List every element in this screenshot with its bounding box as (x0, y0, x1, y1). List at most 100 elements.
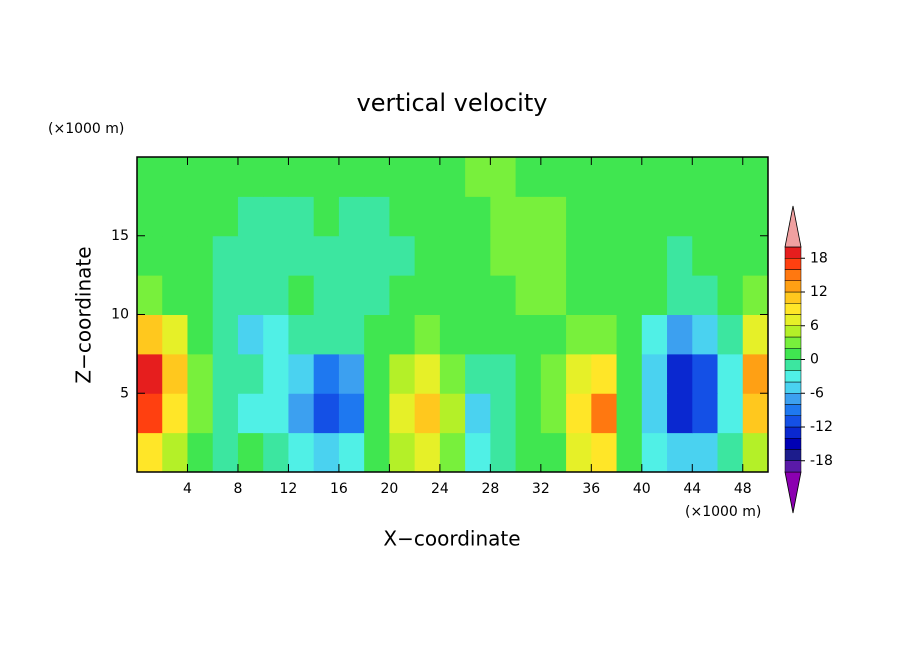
x-tick-label: 44 (683, 481, 701, 497)
contour-cell (389, 432, 416, 473)
contour-cell (263, 196, 289, 237)
contour-cell (591, 432, 618, 473)
contour-cell (515, 432, 542, 473)
contour-cell (465, 314, 491, 355)
contour-cell (566, 353, 592, 394)
chart-title: vertical velocity (357, 89, 548, 117)
contour-cell (515, 157, 542, 197)
contour-cell (162, 235, 188, 276)
contour-cell (616, 275, 643, 315)
x-tick-label: 24 (431, 481, 449, 497)
contour-cell (717, 432, 744, 473)
contour-cell (187, 275, 214, 315)
contour-cell (667, 196, 693, 237)
x-tick-label: 12 (280, 481, 298, 497)
contour-cell (237, 235, 264, 276)
contour-cell (465, 235, 491, 276)
colorbar-box (784, 246, 802, 259)
contour-cell (288, 157, 315, 197)
contour-cell (162, 157, 188, 197)
x-tick-label: 16 (330, 481, 348, 497)
contour-cell (137, 314, 163, 355)
contour-cell (187, 196, 214, 237)
contour-cell (212, 314, 239, 355)
contour-cell (540, 314, 567, 355)
contour-cell (237, 275, 264, 315)
colorbar-tick-label: 6 (810, 318, 819, 334)
contour-cell (137, 353, 163, 394)
contour-cell (566, 393, 592, 434)
contour-cell (187, 314, 214, 355)
contour-cell (162, 275, 188, 315)
contour-cell (313, 432, 340, 473)
contour-cell (389, 196, 416, 237)
contour-cell (692, 353, 719, 394)
contour-cell (364, 432, 390, 473)
y-unit: (×1000 m) (48, 121, 124, 137)
contour-cell (338, 157, 365, 197)
contour-cell (717, 196, 744, 237)
contour-cell (667, 353, 693, 394)
contour-cell (162, 196, 188, 237)
contour-cell (641, 196, 668, 237)
contour-cell (616, 353, 643, 394)
x-tick-label: 4 (183, 481, 192, 497)
contour-cell (616, 196, 643, 237)
contour-cell (465, 432, 491, 473)
contour-cell (591, 235, 618, 276)
contour-cell (616, 432, 643, 473)
contour-cell (288, 235, 315, 276)
contour-cell (515, 314, 542, 355)
contour-cell (591, 157, 618, 197)
contour-cell (313, 314, 340, 355)
contour-cell (187, 393, 214, 434)
contour-cell (187, 353, 214, 394)
contour-cell (465, 196, 491, 237)
contour-cell (717, 275, 744, 315)
x-tick-label: 32 (532, 481, 550, 497)
colorbar-tick-label: -12 (810, 419, 833, 435)
contour-cell (187, 432, 214, 473)
colorbar-box (784, 291, 802, 304)
contour-cell (263, 275, 289, 315)
contour-cell (187, 157, 214, 197)
contour-cell (692, 432, 719, 473)
contour-cell (742, 235, 769, 276)
contour-cell (490, 353, 517, 394)
x-tick-label: 36 (582, 481, 600, 497)
contour-cell (465, 393, 491, 434)
contour-cell (338, 275, 365, 315)
contour-cell (465, 275, 491, 315)
contour-cell (313, 235, 340, 276)
contour-cell (566, 196, 592, 237)
contour-cell (616, 157, 643, 197)
x-axis-label: X−coordinate (383, 527, 520, 551)
colorbar-box (784, 336, 802, 349)
contour-cell (591, 353, 618, 394)
contour-cell (237, 314, 264, 355)
contour-cell (667, 432, 693, 473)
contour-cell (263, 157, 289, 197)
contour-cell (490, 235, 517, 276)
contour-cell (490, 314, 517, 355)
contour-cell (490, 196, 517, 237)
x-tick-label: 8 (233, 481, 242, 497)
contour-cell (364, 275, 390, 315)
contour-cell (540, 196, 567, 237)
x-tick-label: 40 (633, 481, 651, 497)
contour-cell (212, 235, 239, 276)
contour-cell (137, 393, 163, 434)
contour-cell (667, 275, 693, 315)
contour-cell (237, 393, 264, 434)
colorbar-box (784, 415, 802, 428)
contour-cell (742, 314, 769, 355)
contour-cell (364, 196, 390, 237)
contour-cell (137, 196, 163, 237)
contour-cell (717, 393, 744, 434)
contour-cell (237, 353, 264, 394)
contour-cell (591, 196, 618, 237)
contour-cell (591, 393, 618, 434)
contour-cell (137, 235, 163, 276)
contour-cell (439, 432, 466, 473)
contour-cell (641, 314, 668, 355)
